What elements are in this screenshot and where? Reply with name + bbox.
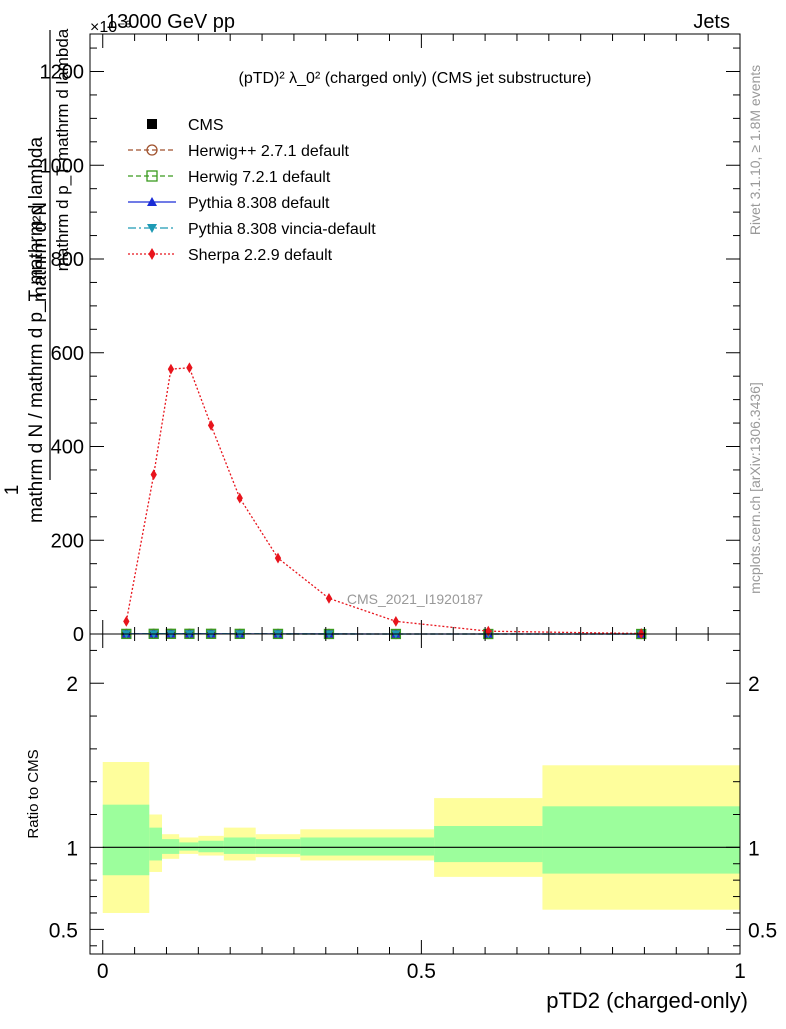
axis-exponent-label: ×10⁻³ <box>90 19 132 36</box>
ratio-y-tick-label-right: 0.5 <box>748 919 777 942</box>
ylabel-numerator: 1 <box>2 485 23 496</box>
ratio-inner-band <box>198 841 223 852</box>
ratio-inner-band <box>103 805 150 876</box>
plot-title: (pTD)² λ_0² (charged only) (CMS jet subs… <box>239 70 592 87</box>
ratio-y-tick-label: 0.5 <box>49 919 78 942</box>
series-point-5 <box>326 593 332 604</box>
ratio-x-tick-label: 0 <box>97 960 109 983</box>
mcplots-credit-label: mcplots.cern.ch [arXiv:1306.3436] <box>747 382 763 594</box>
ylabel-denominator: mathrm d N / mathrm d p_T mathrm d lambd… <box>26 137 47 524</box>
ratio-y-tick-label-right: 1 <box>748 837 760 860</box>
rivet-version-label: Rivet 3.1.10, ≥ 1.8M events <box>747 65 763 235</box>
ratio-y-tick-label: 2 <box>66 673 78 696</box>
ratio-x-tick-label: 0.5 <box>407 960 436 983</box>
series-point-5 <box>237 493 243 504</box>
legend-marker <box>147 119 157 129</box>
ratio-y-tick-label-right: 2 <box>748 673 760 696</box>
process-label: Jets <box>693 11 730 33</box>
main-y-tick-label: 200 <box>51 530 84 552</box>
series-point-5 <box>151 469 157 480</box>
main-y-tick-label: 400 <box>51 437 84 459</box>
ratio-inner-band <box>256 839 301 854</box>
legend-marker <box>149 248 156 260</box>
legend-label: Pythia 8.308 default <box>188 195 330 212</box>
ratio-x-tick-label: 1 <box>734 960 746 983</box>
main-y-tick-label: 0 <box>73 624 84 646</box>
ratio-inner-band <box>179 842 198 850</box>
ratio-inner-band <box>542 806 740 873</box>
ratio-ylabel: Ratio to CMS <box>25 749 42 838</box>
legend-label: Pythia 8.308 vincia-default <box>188 221 376 238</box>
legend-label: Sherpa 2.2.9 default <box>188 247 333 264</box>
ratio-inner-band <box>224 837 256 853</box>
series-point-5 <box>168 364 174 375</box>
analysis-watermark: CMS_2021_I1920187 <box>347 591 483 607</box>
series-point-5 <box>186 362 192 373</box>
series-point-5 <box>393 616 399 627</box>
ylabel-fraction-bottom: mathrm d p_T mathrm d lambda <box>53 28 72 271</box>
legend-label: Herwig 7.2.1 default <box>188 169 331 186</box>
legend-label: CMS <box>188 117 224 134</box>
ratio-inner-band <box>162 839 179 854</box>
ratio-inner-band <box>434 826 542 862</box>
x-axis-label: pTD2 (charged-only) <box>546 988 748 1013</box>
series-point-5 <box>208 420 214 431</box>
legend-label: Herwig++ 2.7.1 default <box>188 143 350 160</box>
ratio-bands <box>103 762 740 913</box>
legend: CMS Herwig++ 2.7.1 default Herwig 7.2.1 de… <box>128 117 376 264</box>
ratio-y-tick-label: 1 <box>66 837 78 860</box>
series-point-5 <box>123 616 129 627</box>
main-y-tick-label: 600 <box>51 343 84 365</box>
ratio-inner-band <box>300 837 434 855</box>
ratio-inner-band <box>149 828 162 861</box>
